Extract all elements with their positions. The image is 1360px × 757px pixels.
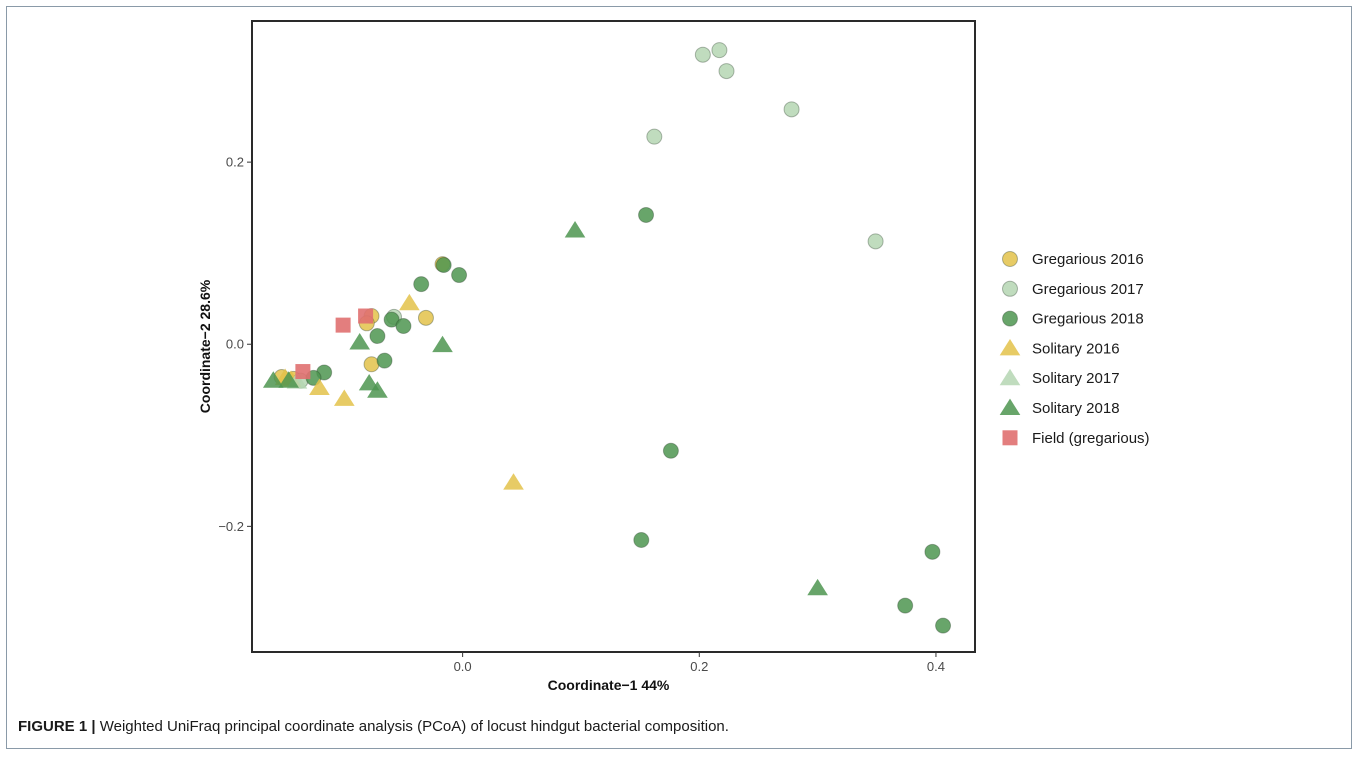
x-tick-label: 0.2 (690, 659, 708, 674)
point-solitary-2016 (333, 389, 355, 406)
legend: Gregarious 2016 Gregarious 2017 Gregarious… (999, 251, 1150, 447)
figure-caption: FIGURE 1 | Weighted UniFraq principal co… (18, 718, 729, 735)
point-gregarious-2018 (376, 352, 393, 369)
point-gregarious-2018 (413, 276, 430, 293)
legend-label-field-gregarious: Field (gregarious) (1032, 430, 1150, 447)
x-axis: 0.0 0.2 0.4 (454, 652, 945, 674)
point-gregarious-2018 (662, 442, 679, 459)
legend-label-gregarious-2018: Gregarious 2018 (1032, 311, 1144, 328)
point-field-gregarious (335, 317, 351, 333)
y-tick-label: −0.2 (218, 519, 244, 534)
legend-marker-gregarious-2017 (1002, 280, 1018, 297)
legend-label-gregarious-2016: Gregarious 2016 (1032, 251, 1144, 268)
legend-marker-solitary-2017 (999, 368, 1021, 386)
point-field-gregarious (358, 308, 374, 324)
point-gregarious-2017 (694, 46, 711, 63)
figure-caption-text: Weighted UniFraq principal coordinate an… (95, 718, 729, 735)
point-gregarious-2018 (897, 597, 914, 614)
point-gregarious-2017 (783, 101, 800, 118)
x-tick-label: 0.0 (454, 659, 472, 674)
point-solitary-2018 (367, 381, 388, 398)
legend-label-solitary-2018: Solitary 2018 (1032, 400, 1120, 417)
legend-marker-field-gregarious (1002, 430, 1018, 446)
legend-marker-gregarious-2016 (1002, 251, 1018, 267)
point-solitary-2018 (807, 578, 828, 596)
y-tick-label: 0.0 (226, 337, 244, 352)
x-axis-title: Coordinate−1 44% (548, 677, 670, 693)
point-gregarious-2018 (633, 532, 650, 549)
point-field-gregarious (295, 364, 311, 380)
point-solitary-2016 (503, 473, 524, 490)
legend-label-solitary-2016: Solitary 2016 (1032, 340, 1120, 357)
point-gregarious-2018 (395, 318, 412, 335)
point-solitary-2018 (432, 335, 453, 353)
figure-frame (6, 6, 1352, 749)
point-gregarious-2018 (451, 267, 468, 284)
point-solitary-2016 (399, 293, 420, 311)
point-solitary-2018 (349, 333, 370, 350)
x-tick-label: 0.4 (927, 659, 945, 674)
point-gregarious-2018 (638, 206, 655, 223)
point-gregarious-2018 (924, 543, 941, 560)
point-solitary-2018 (278, 371, 299, 388)
point-solitary-2018 (262, 371, 284, 388)
point-gregarious-2017 (867, 233, 884, 250)
y-tick-label: 0.2 (226, 155, 244, 170)
point-gregarious-2018 (369, 328, 386, 345)
point-gregarious-2016 (417, 309, 434, 326)
figure-caption-label: FIGURE 1 | (18, 718, 96, 735)
legend-marker-solitary-2016 (999, 339, 1021, 356)
legend-label-solitary-2017: Solitary 2017 (1032, 370, 1120, 387)
y-axis-title: Coordinate−2 28.6% (197, 279, 213, 413)
plot-border (251, 20, 976, 653)
plot-points (262, 42, 952, 634)
point-gregarious-2018 (935, 617, 952, 634)
point-gregarious-2017 (718, 63, 735, 80)
point-gregarious-2018 (383, 311, 400, 328)
point-solitary-2018 (564, 221, 586, 238)
legend-marker-gregarious-2018 (1002, 310, 1018, 327)
point-solitary-2016 (309, 378, 330, 395)
point-gregarious-2018 (435, 257, 452, 274)
legend-marker-solitary-2018 (999, 398, 1021, 416)
point-gregarious-2017 (646, 128, 663, 145)
legend-label-gregarious-2017: Gregarious 2017 (1032, 281, 1144, 298)
point-gregarious-2017 (711, 42, 728, 59)
y-axis: −0.2 0.0 0.2 (218, 155, 252, 534)
